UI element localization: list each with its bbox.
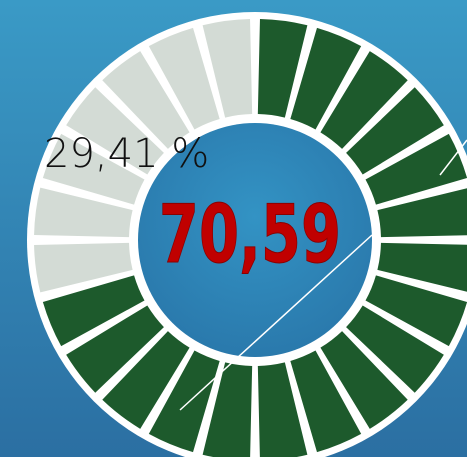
- gauge-segment: [148, 27, 220, 130]
- gauge-segment: [202, 362, 253, 457]
- gauge-segment: [42, 275, 145, 347]
- value-label: 70,59: [159, 188, 341, 281]
- gauge-segment: [346, 305, 444, 393]
- gauge-segment: [257, 362, 308, 457]
- gauge-segment: [365, 275, 467, 347]
- gauge-segment: [257, 19, 308, 118]
- gauge-segment: [42, 133, 145, 205]
- gauge-segment: [202, 19, 253, 118]
- gauge-core: [138, 123, 372, 357]
- gauge-segment: [34, 242, 133, 293]
- decor-line: [179, 234, 373, 411]
- gauge-segment: [320, 51, 408, 149]
- gauge-segment: [102, 331, 190, 429]
- gauge-segment: [320, 331, 408, 429]
- gauge-segment: [377, 242, 467, 292]
- remainder-label: 29,41 %: [44, 131, 209, 177]
- gauge-segment: [66, 305, 164, 393]
- gauge-segment: [346, 87, 444, 175]
- gauge-segment: [377, 188, 467, 238]
- gauge-segment: [34, 187, 133, 238]
- gauge-segment: [365, 133, 467, 205]
- gauge-segment: [102, 51, 190, 149]
- gauge-segment: [66, 87, 164, 175]
- gauge-segment: [290, 27, 362, 130]
- decor-line: [439, 139, 467, 176]
- gauge-segment: [148, 350, 220, 453]
- gauge-segment: [290, 350, 362, 453]
